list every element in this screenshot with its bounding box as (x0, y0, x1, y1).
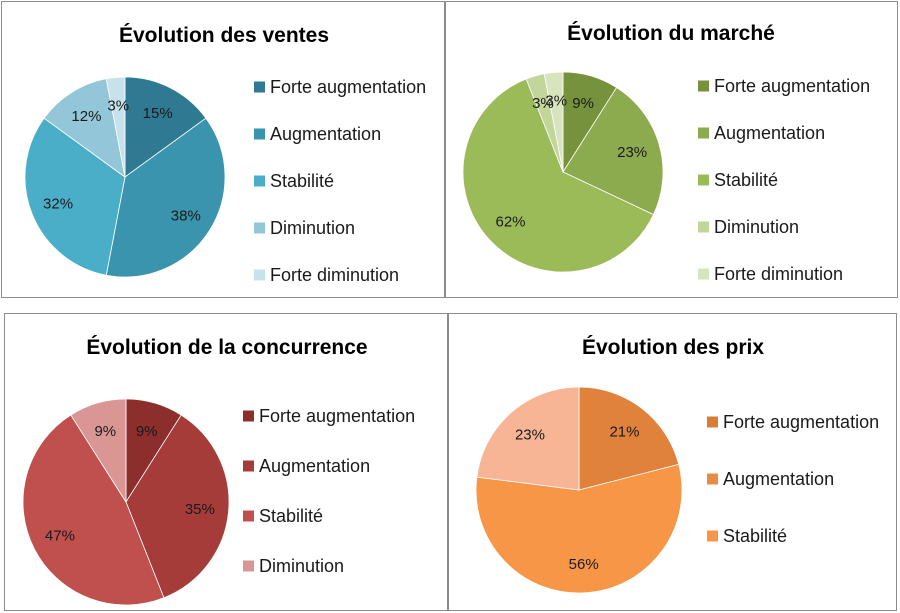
legend-swatch (698, 221, 709, 233)
pie-slices (475, 386, 683, 594)
chart-panel-ventes: Évolution des ventes 15% 38% 32% 12% 3% Fort… (1, 1, 445, 298)
pie-slices (24, 76, 226, 278)
pie-slice-augmentation (562, 87, 664, 216)
slice-data-label: 23% (515, 426, 545, 443)
legend-label: Stabilité (723, 526, 787, 546)
pie-slice-stabilité (462, 78, 655, 273)
legend-swatch (254, 269, 265, 281)
slice-data-label: 3% (545, 92, 567, 109)
slice-data-label: 35% (185, 501, 215, 518)
legend-label: Augmentation (270, 124, 381, 144)
chart-legend: Forte augmentation Augmentation Stabilité D… (254, 77, 426, 285)
legend-swatch (254, 175, 265, 187)
pie-chart-concurrence: Évolution de la concurrence 9% 35% 47% 9% F… (22, 336, 415, 606)
legend-swatch (707, 473, 718, 485)
legend-label: Augmentation (259, 456, 370, 476)
legend-label: Diminution (259, 556, 344, 576)
slice-data-label: 32% (43, 196, 73, 213)
legend-swatch (254, 128, 265, 140)
legend-swatch (243, 460, 254, 472)
legend-swatch (254, 81, 265, 93)
legend-swatch (243, 560, 254, 572)
pie-slice-stabilité (22, 414, 165, 606)
pie-slice-forte-augmentation (578, 386, 680, 491)
pie-slice-stabilité (24, 117, 126, 276)
legend-swatch (698, 80, 709, 92)
pie-slice-labels: 15% 38% 32% 12% 3% (43, 97, 201, 224)
legend-swatch (243, 410, 254, 422)
chart-title: Évolution de la concurrence (86, 336, 367, 359)
legend-label: Augmentation (714, 123, 825, 143)
legend-swatch (698, 268, 709, 280)
slice-data-label: 12% (71, 108, 101, 125)
pie-slice-stabilité (476, 386, 580, 491)
chart-legend: Forte augmentation Augmentation Stabilité D… (698, 76, 870, 284)
slice-data-label: 38% (171, 208, 201, 225)
pie-slice-labels: 9% 35% 47% 9% (45, 423, 215, 545)
slice-data-label: 9% (94, 423, 116, 440)
pie-slice-forte-diminution (105, 76, 126, 178)
chart-legend: Forte augmentation Augmentation Stabilité (707, 412, 879, 546)
slice-data-label: 15% (143, 105, 173, 122)
pie-slices (462, 71, 664, 273)
slice-data-label: 9% (572, 95, 594, 112)
pie-chart-prix: Évolution des prix 21% 56% 23% Forte augme… (475, 336, 879, 594)
pie-chart-ventes: Évolution des ventes 15% 38% 32% 12% 3% Fort… (24, 24, 426, 285)
legend-swatch (698, 174, 709, 186)
chart-legend: Forte augmentation Augmentation Stabilité D… (243, 406, 415, 576)
legend-swatch (254, 222, 265, 234)
slice-data-label: 23% (617, 144, 647, 161)
pie-slice-augmentation (105, 117, 226, 278)
legend-swatch (707, 530, 718, 542)
legend-label: Forte augmentation (259, 406, 415, 426)
pie-slice-labels: 9% 23% 62% 3%3% (495, 92, 647, 230)
pie-slice-labels: 21% 56% 23% (515, 423, 640, 573)
pie-slice-forte-diminution (543, 71, 564, 173)
chart-panel-prix: Évolution des prix 21% 56% 23% Forte augme… (448, 313, 897, 611)
legend-label: Augmentation (723, 469, 834, 489)
slice-data-label: 62% (495, 213, 525, 230)
chart-panel-marche: Évolution du marché 9% 23% 62% 3% 3% Forte a… (445, 1, 898, 298)
legend-label: Forte diminution (270, 265, 399, 285)
chart-title: Évolution des ventes (119, 24, 329, 47)
pie-slice-diminution (70, 398, 127, 504)
pie-slices (22, 398, 230, 606)
chart-title: Évolution des prix (582, 336, 764, 359)
legend-label: Stabilité (270, 171, 334, 191)
legend-label: Stabilité (714, 170, 778, 190)
pie-slice-augmentation (125, 414, 230, 599)
pie-slice-diminution (43, 78, 126, 178)
slice-data-label: 56% (569, 556, 599, 573)
slice-data-label: 3% (107, 97, 129, 114)
legend-swatch (707, 416, 718, 428)
legend-swatch (698, 127, 709, 139)
legend-label: Forte augmentation (714, 76, 870, 96)
slice-data-label: 3% (532, 95, 554, 112)
legend-swatch (243, 510, 254, 522)
slice-data-label: 21% (609, 423, 639, 440)
chart-title: Évolution du marché (567, 22, 775, 45)
legend-label: Diminution (714, 217, 799, 237)
legend-label: Forte augmentation (723, 412, 879, 432)
legend-label: Diminution (270, 218, 355, 238)
pie-slice-forte-augmentation (124, 76, 207, 178)
slice-data-label: 9% (136, 423, 158, 440)
legend-label: Stabilité (259, 506, 323, 526)
slice-data-label: 47% (45, 528, 75, 545)
legend-label: Forte diminution (714, 264, 843, 284)
chart-panel-concurrence: Évolution de la concurrence 9% 35% 47% 9% F… (4, 313, 448, 611)
pie-slice-augmentation (475, 463, 683, 594)
legend-label: Forte augmentation (270, 77, 426, 97)
pie-chart-marche: Évolution du marché 9% 23% 62% 3%3% Forte a… (462, 22, 870, 284)
